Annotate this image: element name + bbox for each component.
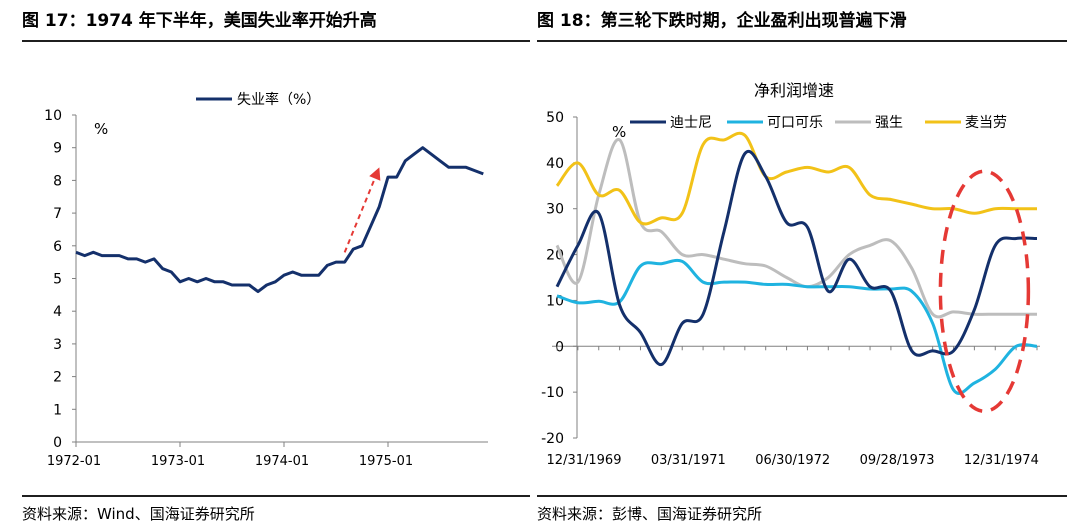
right-y-tick-label: 50 [546, 110, 564, 126]
right-y-tick-label: 0 [555, 339, 564, 355]
left-x-tick-label: 1972-01 [47, 454, 101, 469]
right-legend-label: 可口可乐 [767, 115, 823, 131]
left-legend-label: 失业率（%） [237, 91, 320, 108]
right-y-tick-label: -20 [541, 431, 564, 447]
right-title-rule [537, 40, 1067, 42]
right-y-tick-label: -10 [541, 385, 564, 401]
right-source-note: 资料来源：彭博、国海证券研究所 [537, 505, 763, 523]
left-y-tick-label: 1 [53, 402, 62, 418]
left-y-tick-label: 7 [53, 206, 62, 222]
right-legend-label: 强生 [875, 115, 903, 131]
right-x-tick-label: 12/31/1974 [964, 453, 1039, 468]
left-source-note: 资料来源：Wind、国海证券研究所 [22, 505, 255, 523]
left-y-tick-label: 4 [53, 304, 62, 320]
left-y-tick-label: 2 [53, 370, 62, 386]
right-chart-title: 图 18：第三轮下跌时期，企业盈利出现普遍下滑 [537, 11, 907, 31]
left-title-rule [22, 40, 530, 42]
right-y-tick-label: 40 [546, 156, 564, 172]
left-y-tick-label: 3 [53, 337, 62, 353]
left-y-tick-label: 5 [53, 272, 62, 288]
right-chart-inner-title: 净利润增速 [754, 81, 834, 100]
right-x-tick-label: 12/31/1969 [547, 453, 622, 468]
right-x-tick-label: 03/31/1971 [651, 453, 726, 468]
left-unit-label: % [94, 120, 108, 138]
right-unit-label: % [612, 123, 626, 141]
right-y-tick-label: 30 [546, 202, 564, 218]
right-series-line [556, 258, 1038, 395]
left-x-tick-label: 1975-01 [359, 454, 413, 469]
left-y-tick-label: 9 [53, 141, 62, 157]
left-y-tick-label: 8 [53, 173, 62, 189]
right-y-tick-label: 10 [546, 293, 564, 309]
left-x-tick-label: 1973-01 [151, 454, 205, 469]
left-trend-arrow-shaft [343, 178, 376, 253]
right-legend-label: 迪士尼 [670, 115, 712, 131]
left-y-tick-label: 0 [53, 435, 62, 451]
left-chart-title: 图 17：1974 年下半年，美国失业率开始升高 [22, 11, 377, 31]
right-series-line [555, 150, 1038, 367]
right-highlight-ellipse [938, 169, 1031, 414]
left-y-tick-label: 10 [44, 108, 62, 124]
right-source-rule [537, 495, 1067, 497]
left-series-line [75, 146, 484, 294]
left-y-tick-label: 6 [53, 239, 62, 255]
left-source-rule [22, 495, 530, 497]
right-series-line [555, 131, 1037, 226]
right-x-tick-label: 09/28/1973 [860, 453, 935, 468]
left-trend-arrow-head [369, 167, 381, 181]
right-series-line [555, 138, 1037, 319]
right-x-tick-label: 06/30/1972 [755, 453, 830, 468]
left-x-tick-label: 1974-01 [255, 454, 309, 469]
right-legend-label: 麦当劳 [965, 115, 1007, 131]
